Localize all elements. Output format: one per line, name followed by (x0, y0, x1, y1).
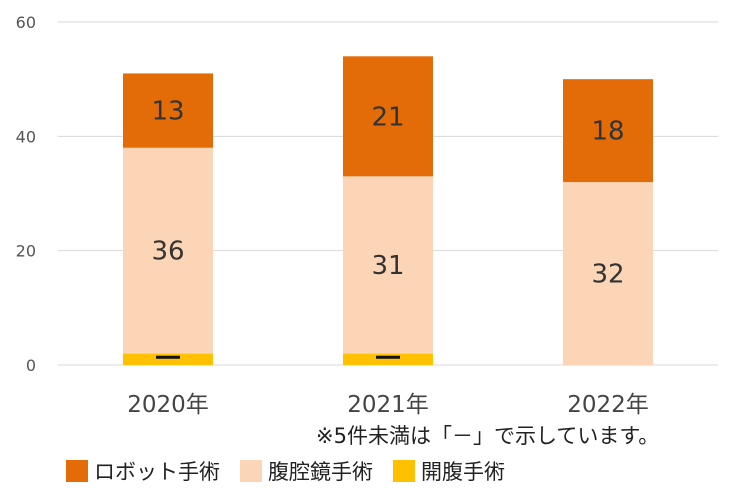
data-label: 32 (591, 260, 624, 290)
footnote: ※5件未満は「－」で示しています。 (316, 424, 660, 448)
y-tick-label: 60 (16, 13, 36, 32)
bar-segment (123, 353, 213, 365)
bar-segment (563, 182, 653, 365)
y-tick-label: 20 (16, 242, 36, 261)
chart-legend: ロボット手術 腹腔鏡手術 開腹手術 (66, 456, 525, 486)
legend-item: 開腹手術 (393, 456, 505, 486)
legend-label: ロボット手術 (94, 460, 220, 484)
legend-label: 腹腔鏡手術 (268, 460, 373, 484)
bar-segment (343, 56, 433, 177)
bar-segment (123, 73, 213, 148)
data-label: 13 (151, 97, 184, 127)
legend-label: 開腹手術 (421, 460, 505, 484)
data-label: 21 (371, 102, 404, 132)
bar-segment (123, 147, 213, 354)
y-tick-label: 40 (16, 127, 36, 146)
bar-segment (563, 79, 653, 183)
data-label: 18 (591, 117, 624, 147)
legend-swatch (393, 460, 415, 482)
data-label: 31 (371, 251, 404, 281)
legend-swatch (240, 460, 262, 482)
bar-segment (343, 176, 433, 354)
y-tick-label: 0 (26, 356, 36, 375)
data-label: 36 (151, 237, 184, 267)
stacked-bar-chart: 0 20 40 60 36 13 2020年 31 21 2021年 32 18 2022年 (16, 13, 718, 418)
bar-segment (343, 353, 433, 365)
legend-item: 腹腔鏡手術 (240, 456, 373, 486)
x-tick-label: 2020年 (127, 392, 209, 418)
legend-item: ロボット手術 (66, 456, 220, 486)
x-tick-label: 2022年 (567, 392, 649, 418)
x-tick-label: 2021年 (347, 392, 429, 418)
legend-swatch (66, 460, 88, 482)
